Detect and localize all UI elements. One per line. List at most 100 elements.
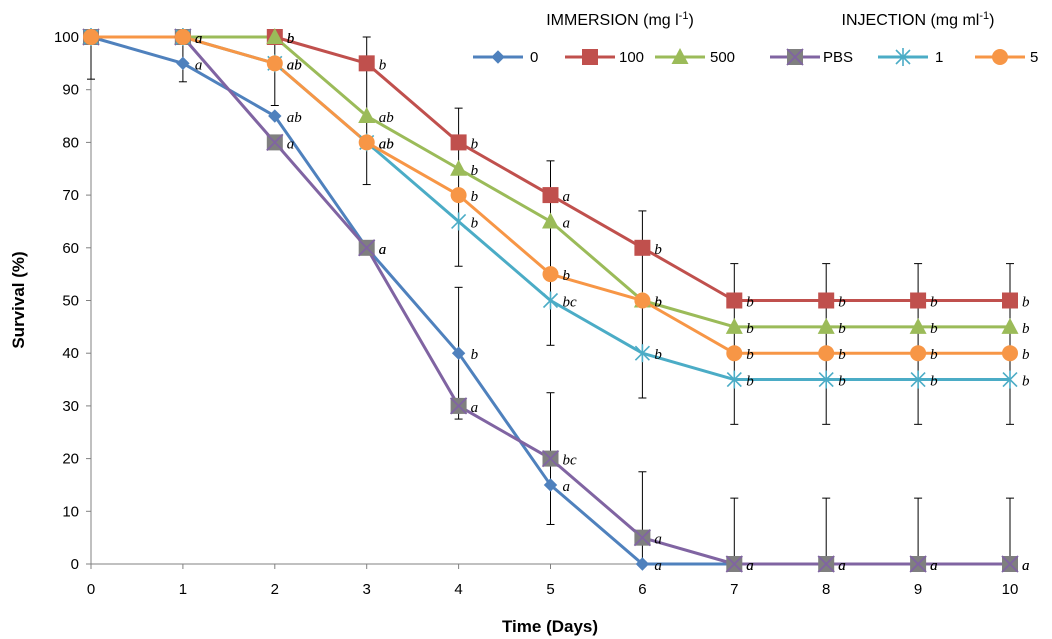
y-tick-label: 40: [62, 345, 79, 362]
data-point-500: [909, 317, 927, 334]
significance-label: a: [838, 558, 846, 574]
data-point-PBS: [909, 555, 927, 573]
significance-label: b: [654, 347, 662, 363]
significance-label: b: [471, 347, 479, 363]
significance-label: bc: [563, 295, 578, 311]
data-point-1: [818, 370, 834, 389]
significance-label: b: [287, 31, 295, 47]
significance-label: a: [563, 479, 571, 495]
significance-label: ab: [287, 57, 303, 73]
data-point-0: [543, 478, 558, 492]
significance-label: b: [838, 347, 846, 363]
error-bar: [730, 497, 739, 565]
x-tick-label: 6: [638, 581, 646, 598]
data-point-5: [1002, 345, 1018, 362]
x-tick-label: 5: [546, 581, 554, 598]
data-point-5: [450, 187, 467, 204]
legend-swatch-marker: [992, 49, 1008, 65]
x-tick-label: 8: [822, 581, 830, 598]
legend-entry-500: 500: [655, 48, 735, 66]
x-tick-label: 3: [363, 581, 371, 598]
data-point-100: [1002, 292, 1018, 309]
data-point-PBS: [1001, 555, 1019, 573]
data-point-5: [358, 134, 375, 151]
legend-entry-100: 100: [565, 49, 644, 66]
data-point-500: [1001, 317, 1019, 334]
significance-label: ab: [287, 110, 303, 126]
significance-label: b: [838, 374, 846, 390]
data-point-PBS: [266, 133, 284, 152]
data-point-5: [910, 345, 927, 362]
legend-swatch-marker: [582, 49, 598, 65]
data-point-500: [542, 212, 559, 229]
significance-label: ab: [379, 110, 395, 126]
data-point-PBS: [541, 449, 560, 468]
data-point-100: [542, 187, 559, 204]
legend-heading: IMMERSION (mg l-1): [546, 10, 694, 29]
legend-heading: INJECTION (mg ml-1): [842, 10, 995, 29]
y-axis-title: Survival (%): [9, 251, 28, 348]
significance-label: a: [563, 215, 571, 231]
significance-label: b: [563, 268, 571, 284]
legend-swatch-marker: [671, 48, 689, 64]
significance-label: a: [838, 558, 846, 574]
significance-label: b: [930, 347, 938, 363]
y-tick-label: 10: [62, 503, 79, 520]
x-tick-label: 10: [1002, 581, 1019, 598]
data-point-1: [634, 344, 650, 363]
data-point-100: [450, 134, 467, 151]
data-point-0: [176, 56, 190, 71]
data-point-1: [910, 370, 926, 389]
y-tick-label: 30: [62, 398, 79, 415]
x-tick-label: 2: [271, 581, 279, 598]
error-bar: [638, 471, 647, 565]
error-bar: [1006, 497, 1014, 565]
legend-label: 5: [1030, 49, 1038, 66]
x-tick-label: 0: [87, 581, 95, 598]
data-point-5: [174, 29, 191, 45]
legend-entry-0: 0: [473, 49, 538, 66]
significance-label: b: [654, 242, 662, 258]
x-axis-title: Time (Days): [502, 617, 598, 636]
significance-label: b: [930, 321, 938, 337]
significance-label: b: [471, 215, 479, 231]
error-bar: [730, 263, 739, 425]
legend: IMMERSION (mg l-1) INJECTION (mg ml-1) 0 10…: [473, 10, 1038, 66]
x-tick-label: 9: [914, 581, 922, 598]
significance-label: a: [379, 242, 387, 258]
significance-label: b: [1022, 295, 1030, 311]
significance-label: b: [287, 31, 295, 47]
data-point-1: [542, 291, 559, 310]
legend-entry-PBS: PBS: [770, 48, 853, 66]
significance-label: b: [746, 321, 754, 337]
significance-label: b: [471, 136, 479, 152]
data-point-5: [818, 345, 835, 362]
data-point-100: [910, 292, 927, 309]
significance-label: a: [930, 558, 938, 574]
data-point-500: [266, 28, 284, 44]
significance-label: bc: [563, 453, 578, 469]
significance-label: a: [287, 136, 295, 152]
data-point-5: [266, 55, 283, 72]
significance-label: b: [471, 163, 479, 179]
significance-label: b: [1022, 347, 1030, 363]
significance-label: b: [746, 295, 754, 311]
data-point-PBS: [817, 555, 835, 573]
data-point-500: [358, 107, 376, 124]
data-point-PBS: [633, 529, 652, 547]
y-tick-label: 80: [62, 134, 79, 151]
data-point-1: [726, 370, 742, 389]
legend-label: 500: [710, 49, 735, 66]
significance-label: b: [930, 295, 938, 311]
y-tick-label: 20: [62, 451, 79, 468]
data-point-1: [1002, 370, 1018, 389]
data-point-100: [358, 55, 375, 72]
y-tick-label: 90: [62, 82, 79, 99]
significance-label: b: [746, 374, 754, 390]
error-bar: [822, 263, 831, 425]
data-point-PBS: [725, 555, 743, 573]
legend-entry-5: 5: [975, 49, 1038, 66]
significance-label: ab: [287, 57, 303, 73]
data-point-500: [817, 317, 835, 334]
